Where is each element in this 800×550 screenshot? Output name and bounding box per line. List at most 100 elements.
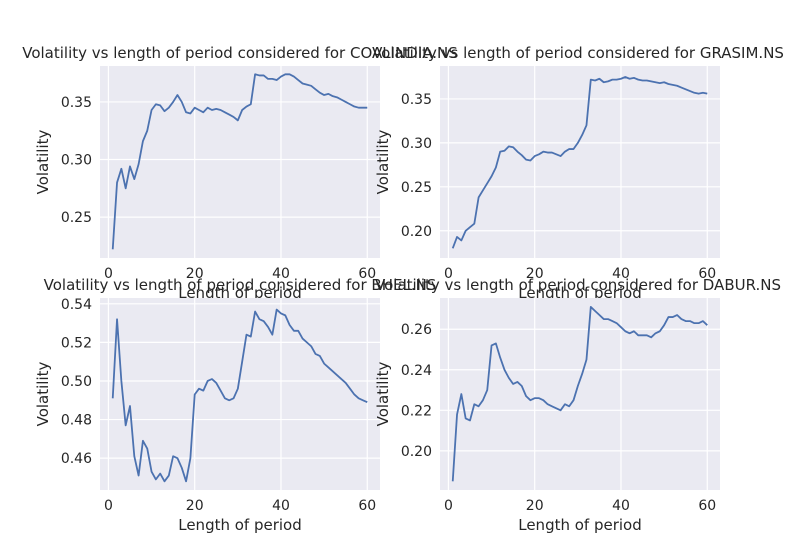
data-point <box>624 330 626 332</box>
data-point <box>559 155 561 157</box>
data-point <box>168 474 170 476</box>
data-point <box>306 83 308 85</box>
y-tick-label: 0.54 <box>61 297 92 313</box>
data-point <box>654 81 656 83</box>
data-point <box>366 106 368 108</box>
y-tick-label: 0.22 <box>401 403 432 419</box>
data-point <box>284 314 286 316</box>
data-point <box>310 85 312 87</box>
data-point <box>503 150 505 152</box>
data-point <box>306 341 308 343</box>
data-point <box>572 399 574 401</box>
data-point <box>345 382 347 384</box>
data-point <box>559 409 561 411</box>
data-point <box>607 318 609 320</box>
data-point <box>142 440 144 442</box>
chart-title: Volatility vs length of period considere… <box>44 276 437 294</box>
data-point <box>577 385 579 387</box>
data-point <box>663 324 665 326</box>
data-point <box>310 345 312 347</box>
data-point <box>680 318 682 320</box>
data-point <box>477 405 479 407</box>
volatility-line <box>111 308 368 483</box>
data-point <box>263 320 265 322</box>
data-point <box>464 230 466 232</box>
data-point <box>654 332 656 334</box>
data-point <box>159 472 161 474</box>
data-point <box>284 73 286 75</box>
data-point <box>581 373 583 375</box>
x-axis-label: Length of period <box>518 284 642 302</box>
data-point <box>452 247 454 249</box>
data-point <box>508 377 510 379</box>
data-point <box>615 322 617 324</box>
data-point <box>702 320 704 322</box>
data-point <box>598 314 600 316</box>
y-axis-label: Volatility <box>374 129 392 194</box>
data-point <box>680 86 682 88</box>
data-point <box>120 380 122 382</box>
x-tick-label: 60 <box>698 266 716 282</box>
data-point <box>482 399 484 401</box>
data-point <box>676 85 678 87</box>
data-point <box>672 316 674 318</box>
data-point <box>516 150 518 152</box>
data-point <box>181 467 183 469</box>
data-point <box>332 95 334 97</box>
data-point <box>241 109 243 111</box>
subplot-bhel: 0 20 40 60 0.46 0.48 0.50 0.52 0.54 Volatility v… <box>34 276 436 534</box>
data-point <box>598 78 600 80</box>
data-point <box>150 109 152 111</box>
y-tick-label: 0.50 <box>61 374 92 390</box>
data-point <box>551 151 553 153</box>
data-point <box>689 320 691 322</box>
data-point <box>568 148 570 150</box>
data-point <box>211 109 213 111</box>
data-point <box>137 163 139 165</box>
data-point <box>486 389 488 391</box>
data-point <box>336 96 338 98</box>
x-tick-label: 0 <box>104 266 113 282</box>
data-point <box>116 181 118 183</box>
data-point <box>124 424 126 426</box>
data-point <box>564 403 566 405</box>
data-point <box>314 353 316 355</box>
data-point <box>611 78 613 80</box>
data-point <box>297 330 299 332</box>
data-point <box>525 158 527 160</box>
data-point <box>250 335 252 337</box>
data-point <box>176 94 178 96</box>
data-point <box>232 116 234 118</box>
data-point <box>206 106 208 108</box>
data-point <box>641 79 643 81</box>
data-point <box>301 337 303 339</box>
data-point <box>327 93 329 95</box>
data-point <box>693 92 695 94</box>
data-point <box>237 119 239 121</box>
data-point <box>215 382 217 384</box>
data-point <box>495 342 497 344</box>
y-tick-label: 0.52 <box>61 335 92 351</box>
data-point <box>245 105 247 107</box>
chart-title: Volatility vs length of period considere… <box>22 44 458 62</box>
data-point <box>137 474 139 476</box>
y-tick-label: 0.30 <box>401 136 432 152</box>
data-point <box>546 403 548 405</box>
data-point <box>650 336 652 338</box>
x-tick-label: 60 <box>698 498 716 514</box>
data-point <box>267 326 269 328</box>
data-point <box>168 106 170 108</box>
data-point <box>697 92 699 94</box>
data-point <box>271 333 273 335</box>
data-point <box>555 407 557 409</box>
data-point <box>112 248 114 250</box>
data-point <box>568 405 570 407</box>
data-point <box>590 78 592 80</box>
data-point <box>254 310 256 312</box>
data-point <box>667 316 669 318</box>
data-point <box>637 334 639 336</box>
x-tick-label: 20 <box>526 498 544 514</box>
data-point <box>193 393 195 395</box>
y-tick-label: 0.48 <box>61 413 92 429</box>
